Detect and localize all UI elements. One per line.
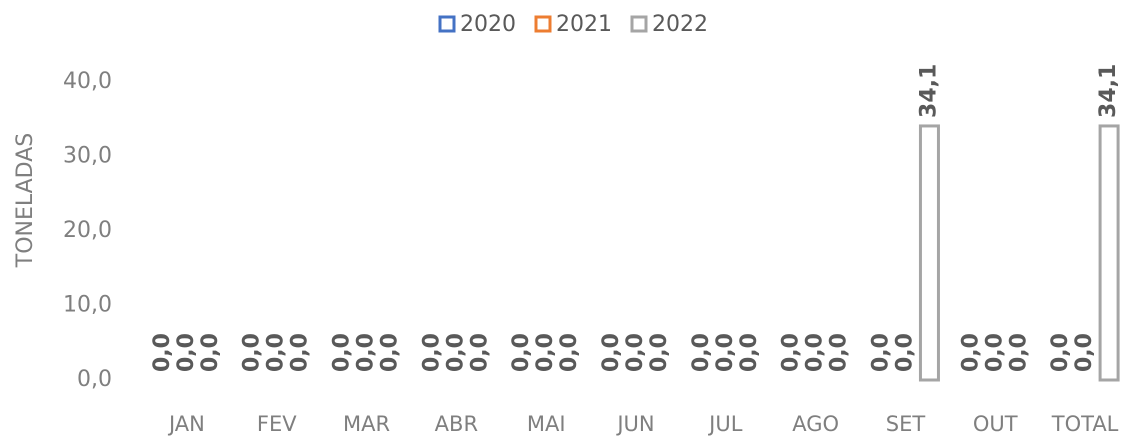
data-label: 0,0 [557,333,582,372]
data-label: 0,0 [623,333,648,372]
data-label: 0,0 [150,333,175,372]
x-tick-label: AGO [792,412,839,436]
legend-label: 2020 [460,12,516,37]
x-tick-label: JUL [707,412,743,436]
data-label: 0,0 [779,333,804,372]
x-tick-label: TOTAL [1051,412,1119,436]
data-label: 0,0 [827,333,852,372]
data-label: 0,0 [647,333,672,372]
data-label: 0,0 [689,333,714,372]
data-label: 0,0 [958,333,983,372]
data-label: 0,0 [892,333,917,372]
legend-swatch [438,15,456,33]
data-label: 0,0 [533,333,558,372]
x-tick-label: OUT [973,412,1018,436]
data-label: 0,0 [419,333,444,372]
data-label: 0,0 [330,333,355,372]
data-label: 0,0 [174,333,199,372]
data-label: 0,0 [1048,333,1073,372]
y-axis-label: TONELADAS [13,133,38,269]
data-label: 0,0 [354,333,379,372]
y-tick-label: 0,0 [77,367,112,392]
data-label: 34,1 [916,64,941,118]
x-tick-label: SET [886,412,926,436]
x-tick-label: JUN [615,412,654,436]
data-label: 0,0 [803,333,828,372]
y-tick-label: 20,0 [63,218,112,243]
legend-label: 2022 [652,12,708,37]
data-label: 0,0 [737,333,762,372]
y-tick-label: 10,0 [63,293,112,318]
bar [1098,124,1120,382]
y-tick-label: 40,0 [63,69,112,94]
x-tick-label: FEV [257,412,297,436]
data-label: 0,0 [713,333,738,372]
data-label: 0,0 [378,333,403,372]
data-label: 0,0 [443,333,468,372]
x-tick-label: MAR [343,412,390,436]
data-label: 0,0 [599,333,624,372]
bar [918,124,940,382]
data-label: 0,0 [982,333,1007,372]
y-tick-label: 30,0 [63,144,112,169]
data-label: 0,0 [288,333,313,372]
data-label: 0,0 [1072,333,1097,372]
legend-swatch [630,15,648,33]
legend-swatch [534,15,552,33]
x-tick-label: JAN [167,412,205,436]
data-label: 0,0 [240,333,265,372]
data-label: 34,1 [1096,64,1121,118]
data-label: 0,0 [264,333,289,372]
x-tick-label: MAI [527,412,566,436]
data-label: 0,0 [467,333,492,372]
x-tick-label: ABR [435,412,478,436]
data-label: 0,0 [198,333,223,372]
data-label: 0,0 [1006,333,1031,372]
legend-label: 2021 [556,12,612,37]
data-label: 0,0 [868,333,893,372]
data-label: 0,0 [509,333,534,372]
